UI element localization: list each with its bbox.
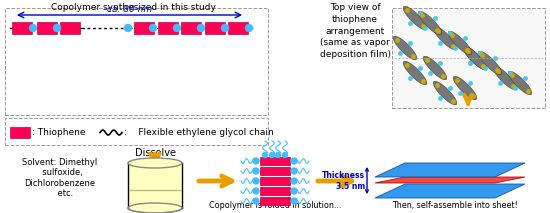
- Ellipse shape: [128, 203, 182, 213]
- FancyBboxPatch shape: [260, 177, 290, 185]
- Text: :    Flexible ethylene glycol chain: : Flexible ethylene glycol chain: [124, 128, 274, 137]
- FancyBboxPatch shape: [260, 167, 290, 175]
- Circle shape: [253, 188, 259, 194]
- Text: Solvent: Dimethyl
  sulfoxide,
Dichlorobenzene
    etc.: Solvent: Dimethyl sulfoxide, Dichloroben…: [23, 158, 98, 198]
- Text: Thickness
3.5 nm: Thickness 3.5 nm: [322, 171, 365, 191]
- FancyBboxPatch shape: [228, 22, 248, 34]
- Circle shape: [150, 24, 157, 32]
- Circle shape: [30, 24, 36, 32]
- FancyBboxPatch shape: [158, 22, 178, 34]
- Ellipse shape: [433, 81, 456, 105]
- Text: ca. 80 nm: ca. 80 nm: [107, 5, 152, 14]
- Ellipse shape: [403, 6, 427, 30]
- Circle shape: [276, 153, 280, 157]
- Ellipse shape: [418, 11, 442, 35]
- Ellipse shape: [433, 26, 456, 50]
- Text: Dissolve: Dissolve: [135, 148, 175, 158]
- Ellipse shape: [403, 61, 427, 85]
- Text: Copolymer is folded in solution...: Copolymer is folded in solution...: [209, 201, 341, 210]
- Circle shape: [124, 24, 131, 32]
- Ellipse shape: [463, 46, 487, 70]
- FancyBboxPatch shape: [205, 22, 225, 34]
- Circle shape: [291, 168, 297, 174]
- Ellipse shape: [128, 158, 182, 168]
- Circle shape: [253, 178, 259, 184]
- Ellipse shape: [453, 76, 477, 100]
- Ellipse shape: [508, 71, 532, 95]
- Circle shape: [270, 153, 274, 157]
- Ellipse shape: [448, 31, 472, 55]
- FancyBboxPatch shape: [12, 22, 32, 34]
- Polygon shape: [392, 8, 545, 108]
- Text: Copolymer synthesized in this study: Copolymer synthesized in this study: [51, 3, 216, 12]
- FancyBboxPatch shape: [181, 22, 201, 34]
- Ellipse shape: [393, 36, 417, 60]
- FancyBboxPatch shape: [37, 22, 57, 34]
- Circle shape: [245, 24, 252, 32]
- Circle shape: [173, 24, 180, 32]
- FancyBboxPatch shape: [134, 22, 154, 34]
- Text: : Thiophene: : Thiophene: [32, 128, 85, 137]
- Ellipse shape: [463, 46, 487, 70]
- Circle shape: [53, 24, 60, 32]
- FancyBboxPatch shape: [60, 22, 80, 34]
- Circle shape: [197, 24, 205, 32]
- FancyBboxPatch shape: [260, 197, 290, 205]
- Ellipse shape: [424, 56, 447, 80]
- FancyBboxPatch shape: [260, 187, 290, 195]
- Ellipse shape: [478, 51, 502, 75]
- Circle shape: [291, 178, 297, 184]
- Circle shape: [262, 153, 267, 157]
- Circle shape: [291, 188, 297, 194]
- FancyBboxPatch shape: [10, 127, 30, 138]
- Circle shape: [253, 158, 259, 164]
- Circle shape: [222, 24, 228, 32]
- Polygon shape: [375, 177, 525, 183]
- Text: Top view of
thiophene
arrangement
(same as vapor
deposition film): Top view of thiophene arrangement (same …: [320, 3, 390, 59]
- Polygon shape: [375, 184, 525, 198]
- Circle shape: [291, 198, 297, 204]
- Circle shape: [283, 153, 288, 157]
- FancyBboxPatch shape: [128, 163, 182, 208]
- Polygon shape: [375, 163, 525, 177]
- Text: Then, self-assemble into sheet!: Then, self-assemble into sheet!: [392, 201, 518, 210]
- Circle shape: [253, 168, 259, 174]
- Circle shape: [253, 198, 259, 204]
- Circle shape: [291, 158, 297, 164]
- FancyBboxPatch shape: [260, 157, 290, 165]
- Ellipse shape: [493, 66, 517, 90]
